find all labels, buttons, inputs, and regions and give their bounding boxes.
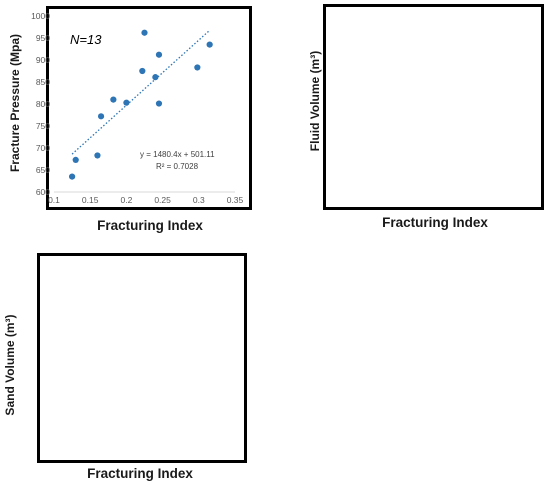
- y-tick-label: 950: [36, 33, 50, 43]
- y-axis-label-2: Fluid Volume (m³): [308, 50, 322, 152]
- data-point: [152, 74, 159, 81]
- chart-frame-1: [46, 6, 252, 210]
- y-axis-label-3: Sand Volume (m³): [3, 314, 17, 416]
- x-tick-label: 0.25: [154, 195, 171, 205]
- y-tick-label: 1000: [31, 11, 50, 21]
- chart-frame-2: [323, 4, 544, 210]
- y-tick-label: 800: [36, 99, 50, 109]
- y-axis-label-1: Fracture Pressure (Mpa): [8, 33, 22, 173]
- y-tick-label: 700: [36, 143, 50, 153]
- x-tick-label: 0.3: [193, 195, 205, 205]
- x-axis-label-2: Fracturing Index: [382, 215, 488, 230]
- x-tick-label: 0.35: [227, 195, 244, 205]
- data-point: [155, 51, 163, 58]
- y-tick-label: 900: [36, 55, 50, 65]
- x-tick-label: 0.2: [120, 195, 132, 205]
- x-axis-label-3: Fracturing Index: [87, 466, 193, 481]
- data-point: [141, 29, 148, 36]
- data-point: [72, 156, 79, 163]
- data-point: [94, 152, 101, 159]
- y-tick-label: 750: [36, 121, 50, 131]
- y-tick-label: 650: [36, 165, 50, 175]
- x-tick-label: 0.1: [48, 195, 60, 205]
- trendline: [71, 29, 211, 155]
- sample-size-label: N=13: [70, 32, 102, 47]
- trendline-equation: y = 1480.4x + 501.11: [140, 150, 215, 159]
- data-point: [155, 100, 163, 107]
- x-tick-label: 0.15: [82, 195, 99, 205]
- r-squared-label: R² = 0.7028: [156, 162, 199, 171]
- chart-frame-3: [37, 253, 247, 463]
- x-axis-label-1: Fracturing Index: [97, 218, 203, 233]
- y-tick-label: 850: [36, 77, 50, 87]
- data-point: [123, 99, 130, 106]
- y-tick-label: 600: [36, 187, 50, 197]
- data-point: [69, 173, 76, 180]
- data-point: [206, 41, 213, 48]
- data-point: [194, 64, 201, 71]
- data-point: [139, 67, 146, 75]
- data-point: [110, 96, 117, 103]
- data-point: [97, 113, 105, 120]
